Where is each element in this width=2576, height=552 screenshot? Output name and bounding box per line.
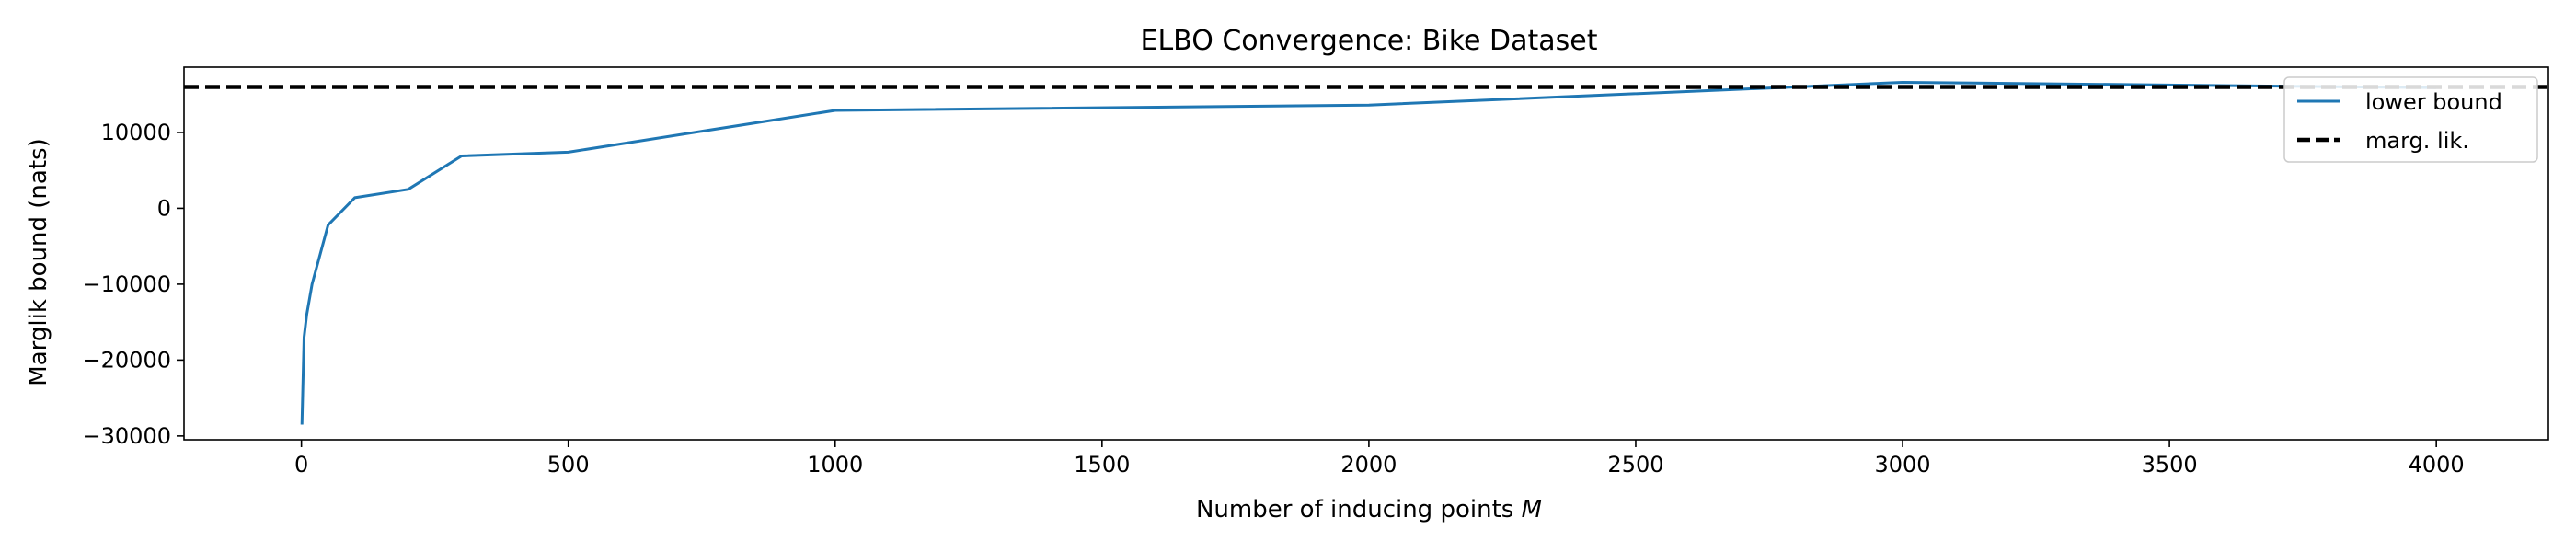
plot-area: 0 500 1000 1500 2000 2500 3000 3500 4000 −30000−… bbox=[83, 66, 2549, 477]
legend-label-marg-lik: marg. lik. bbox=[2365, 128, 2469, 154]
x-axis-label-text: Number of inducing points bbox=[1196, 496, 1513, 523]
series-line-lower-bound bbox=[300, 81, 2437, 425]
x-tick-label: 3000 bbox=[1874, 452, 1930, 477]
x-tick-label: 2000 bbox=[1340, 452, 1397, 477]
y-tick-label: −30000 bbox=[83, 423, 171, 449]
legend-box bbox=[2283, 76, 2538, 163]
y-tick-label: 0 bbox=[157, 195, 171, 221]
x-tick-label: 0 bbox=[294, 452, 308, 477]
x-tick-label: 3500 bbox=[2142, 452, 2198, 477]
x-tick-label: 1000 bbox=[807, 452, 863, 477]
y-axis-label: Marglik bound (nats) bbox=[25, 138, 52, 385]
x-tick-label: 2500 bbox=[1607, 452, 1663, 477]
y-tick-label: −10000 bbox=[83, 271, 171, 297]
y-tick-label: 10000 bbox=[101, 120, 171, 145]
y-axis-ticks: −30000 −20000 −10000 0 10000 bbox=[83, 120, 184, 449]
x-tick-label: 4000 bbox=[2409, 452, 2465, 477]
x-tick-label: 1500 bbox=[1074, 452, 1130, 477]
x-tick-label: 500 bbox=[547, 452, 590, 477]
legend-label-lower-bound: lower bound bbox=[2365, 89, 2502, 115]
chart-title: ELBO Convergence: Bike Dataset bbox=[1140, 25, 1597, 57]
y-tick-label: −20000 bbox=[83, 347, 171, 373]
series-layer bbox=[184, 81, 2548, 425]
x-axis-ticks: 0 500 1000 1500 2000 2500 3000 3500 4000 bbox=[294, 440, 2465, 477]
legend: lower bound marg. lik. bbox=[2283, 76, 2538, 163]
plot-frame bbox=[183, 66, 2549, 441]
x-axis-label-variable: M bbox=[1522, 496, 1542, 523]
x-axis-label: Number of inducing points M bbox=[1196, 496, 1542, 523]
